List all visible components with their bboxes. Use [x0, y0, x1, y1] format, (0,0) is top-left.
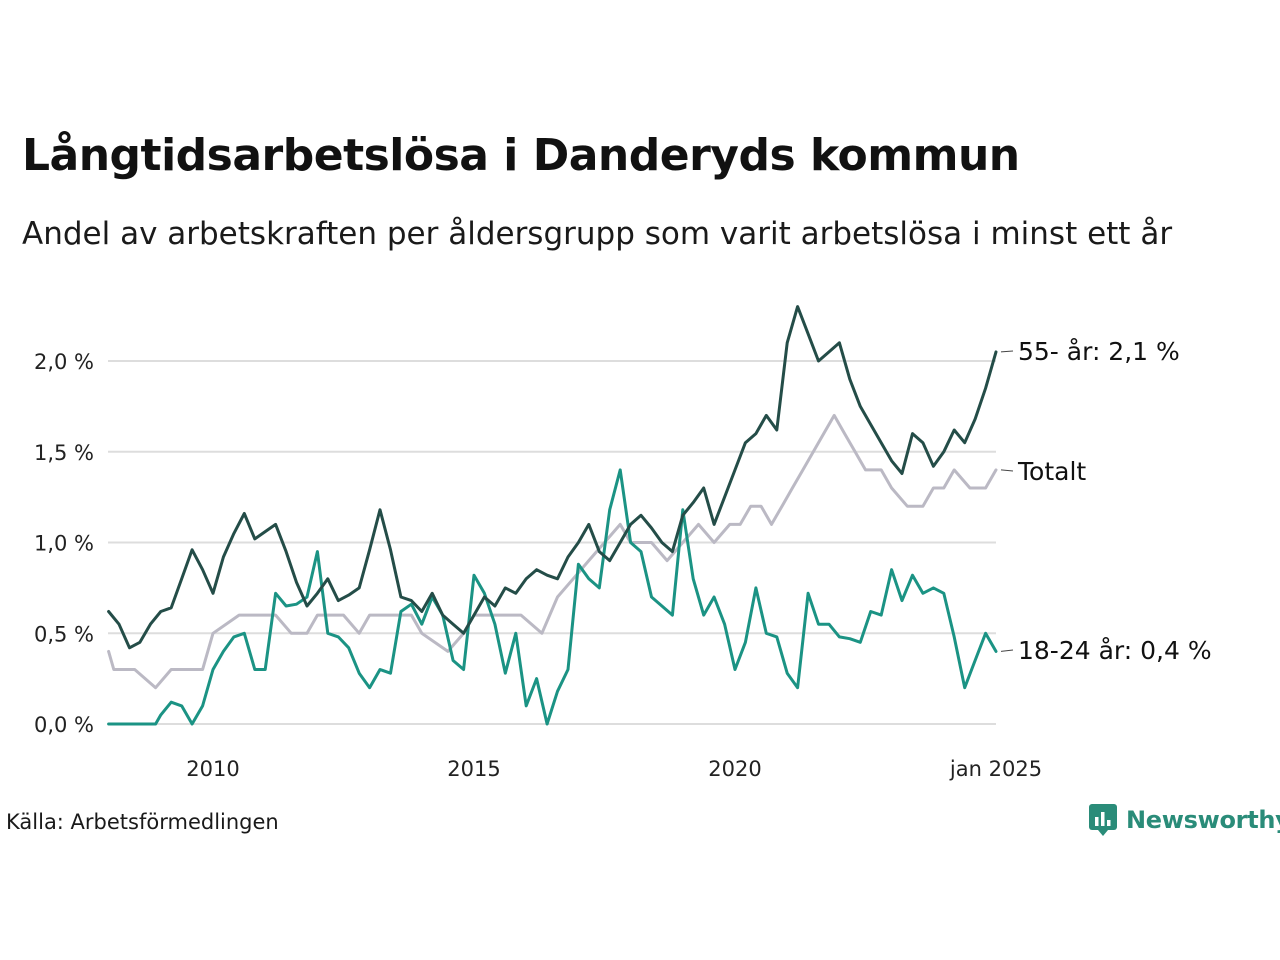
- brand-logo[interactable]: Newsworthy: [1088, 803, 1280, 837]
- chart-title: Långtidsarbetslösa i Danderyds kommun: [22, 130, 1020, 181]
- series-line-age55: [107, 305, 998, 650]
- label-leader: [1000, 469, 1014, 472]
- newsworthy-logo-icon: [1089, 804, 1117, 836]
- series-lines: [107, 305, 998, 726]
- brand-name: Newsworthy: [1126, 806, 1280, 834]
- y-tick-label: 0,5 %: [34, 622, 94, 646]
- series-end-label-age55: 55- år: 2,1 %: [1018, 337, 1180, 366]
- label-leader: [1000, 649, 1014, 652]
- series-line-total: [107, 413, 998, 690]
- chart-subtitle: Andel av arbetskraften per åldersgrupp s…: [22, 216, 1173, 252]
- y-tick-label: 0,0 %: [34, 713, 94, 737]
- grid-lines: [108, 360, 996, 725]
- x-tick-label: 2010: [186, 757, 239, 781]
- x-tick-label: 2020: [708, 757, 761, 781]
- series-line-age18_24: [107, 468, 998, 726]
- x-axis-ticks: 2010 2015 2020 jan 2025: [186, 757, 1042, 781]
- label-leader: [1000, 350, 1014, 353]
- x-tick-label: 2015: [447, 757, 500, 781]
- source-note: Källa: Arbetsförmedlingen: [6, 810, 279, 834]
- y-tick-label: 2,0 %: [34, 350, 94, 374]
- series-end-label-total: Totalt: [1017, 457, 1086, 486]
- series-end-label-age18_24: 18-24 år: 0,4 %: [1018, 636, 1212, 665]
- y-tick-label: 1,5 %: [34, 441, 94, 465]
- y-axis-ticks: 0,0 % 0,5 % 1,0 % 1,5 % 2,0 %: [34, 350, 94, 737]
- y-tick-label: 1,0 %: [34, 532, 94, 556]
- series-end-labels: Totalt 55- år: 2,1 % 18-24 år: 0,4 %: [1000, 337, 1212, 665]
- x-tick-label: jan 2025: [949, 757, 1042, 781]
